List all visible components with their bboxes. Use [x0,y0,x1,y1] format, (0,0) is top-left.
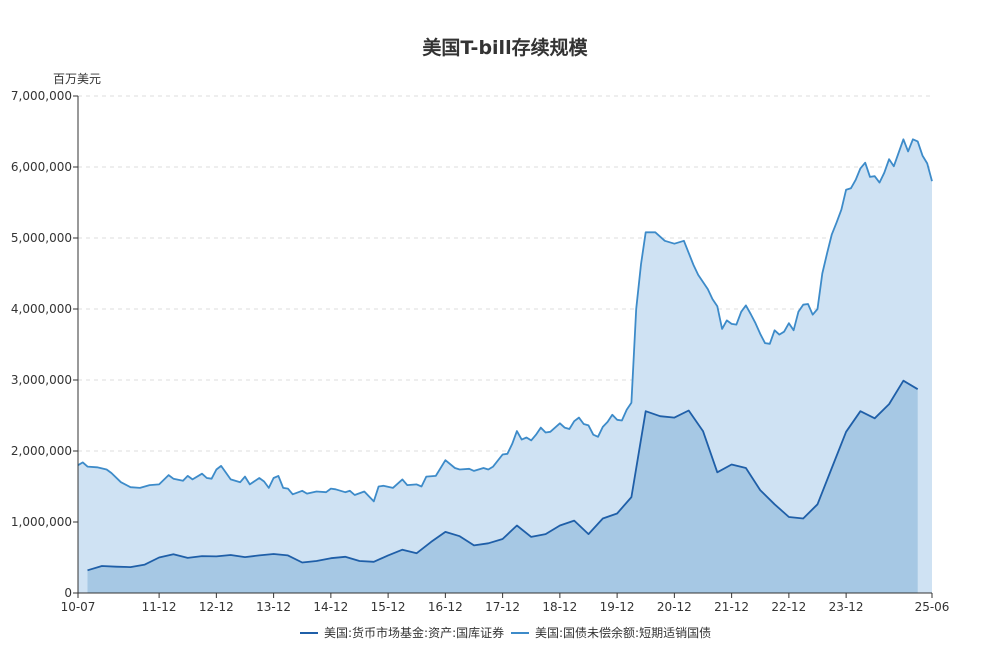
series-line-1 [77,138,933,503]
y-axis-unit: 百万美元 [53,72,101,86]
y-tick-label: 1,000,000 [11,515,72,529]
y-tick-label: 6,000,000 [11,160,72,174]
y-tick-label: 4,000,000 [11,302,72,316]
y-tick-label: 3,000,000 [11,373,72,387]
series-areas [78,139,932,594]
legend: 美国:货币市场基金:资产:国库证券 美国:国债未偿余额:短期适销国债 [300,625,711,640]
series-lines [77,138,933,572]
x-tick-label: 15-12 [371,600,406,614]
series-area-0 [87,380,918,593]
x-tick-label: 25-06 [915,600,950,614]
x-tick-label: 14-12 [313,600,348,614]
legend-label-tbill-outstanding[interactable]: 美国:国债未偿余额:短期适销国债 [535,625,711,640]
x-tick-label: 23-12 [829,600,864,614]
x-tick-label: 20-12 [657,600,692,614]
x-tick-label: 16-12 [428,600,463,614]
y-tick-label: 0 [64,586,72,600]
x-tick-label: 11-12 [142,600,177,614]
x-tick-label: 17-12 [485,600,520,614]
x-tick-label: 21-12 [714,600,749,614]
x-tick-label: 12-12 [199,600,234,614]
legend-label-money-market[interactable]: 美国:货币市场基金:资产:国库证券 [324,625,504,640]
axes: 0 1,000,000 2,000,000 3,000,000 4,000,000 5,0… [11,89,950,614]
x-tick-label: 22-12 [771,600,806,614]
x-tick-label: 10-07 [61,600,96,614]
x-tick-label: 19-12 [600,600,635,614]
x-tick-label: 13-12 [256,600,291,614]
y-tick-label: 5,000,000 [11,231,72,245]
x-tick-label: 18-12 [542,600,577,614]
chart-title: 美国T-bill存续规模 [422,36,588,59]
y-tick-label: 2,000,000 [11,444,72,458]
y-tick-label: 7,000,000 [11,89,72,103]
series-line-0 [87,379,919,572]
